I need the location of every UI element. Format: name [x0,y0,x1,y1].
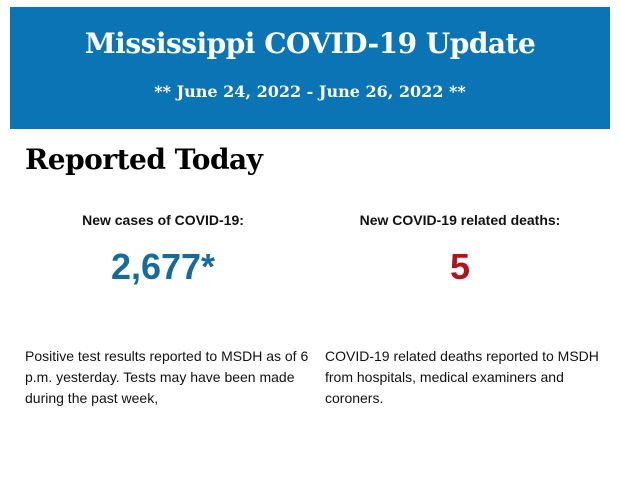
new-cases-value: 2,677* [110,246,216,287]
new-deaths-value: 5 [449,246,471,287]
new-cases-description: Positive test results reported to MSDH a… [25,348,309,406]
new-deaths-label: New COVID-19 related deaths: [359,212,561,228]
new-cases-stat: New cases of COVID-19: 2,677* [23,212,303,288]
section-title: Reported Today [25,143,263,176]
page-title: Mississippi COVID-19 Update [84,27,536,60]
new-deaths-stat: New COVID-19 related deaths: 5 [320,212,600,288]
new-deaths-description: COVID-19 related deaths reported to MSDH… [325,348,599,406]
header-banner: Mississippi COVID-19 Update ** June 24, … [10,7,610,129]
date-range: ** June 24, 2022 - June 26, 2022 ** [154,82,466,101]
new-cases-label: New cases of COVID-19: [82,212,244,228]
